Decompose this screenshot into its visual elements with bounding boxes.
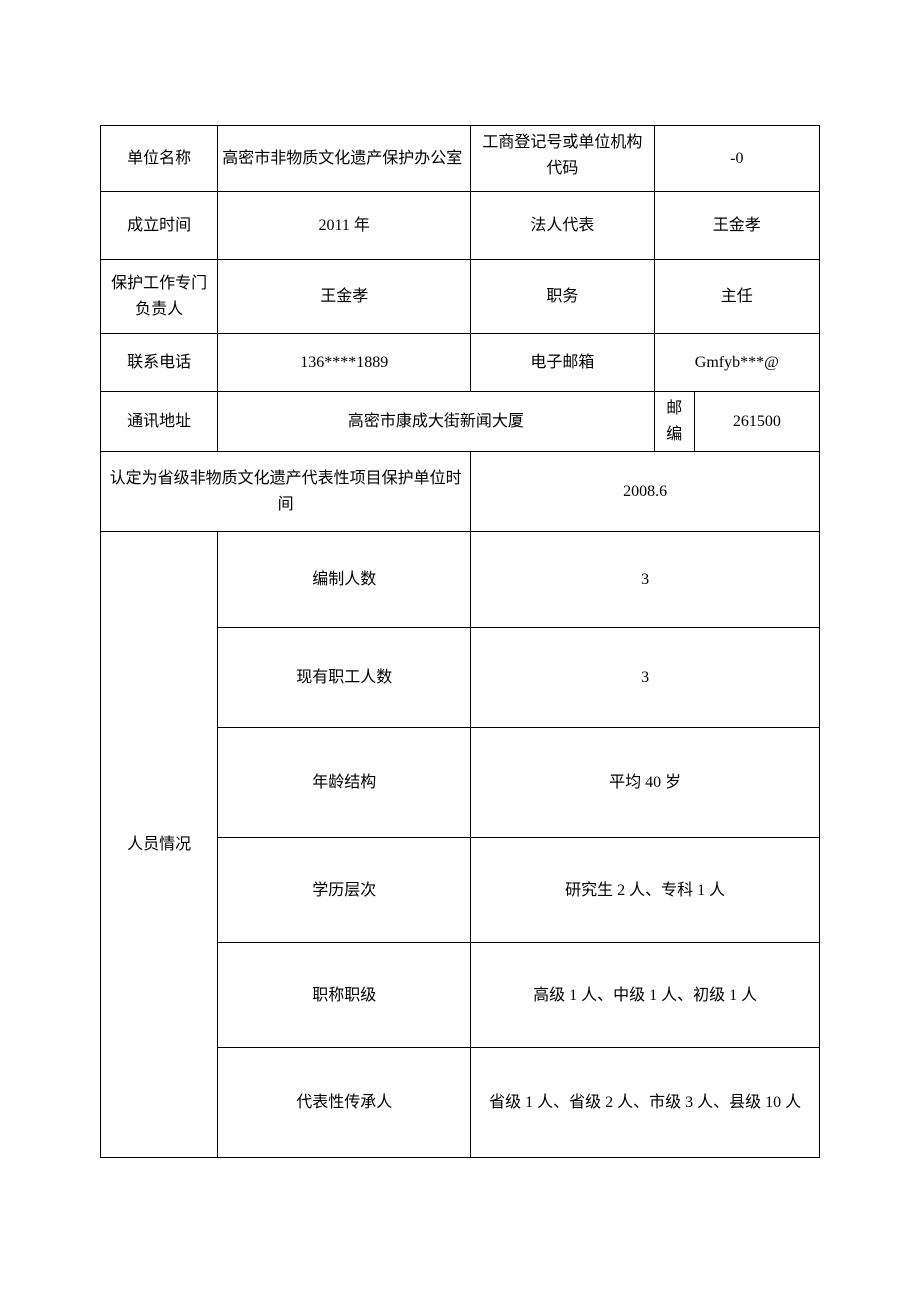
value-legal-rep: 王金孝 bbox=[654, 192, 819, 260]
label-protection-lead: 保护工作专门负责人 bbox=[101, 260, 218, 334]
label-title-level: 职称职级 bbox=[218, 943, 471, 1048]
value-current-staff: 3 bbox=[471, 628, 820, 728]
label-inheritors: 代表性传承人 bbox=[218, 1048, 471, 1158]
value-recognition-time: 2008.6 bbox=[471, 452, 820, 532]
value-staffing: 3 bbox=[471, 532, 820, 628]
value-address: 高密市康成大街新闻大厦 bbox=[218, 392, 654, 452]
value-reg-code: -0 bbox=[654, 126, 819, 192]
value-phone: 136****1889 bbox=[218, 334, 471, 392]
label-postcode: 邮编 bbox=[654, 392, 694, 452]
value-founded: 2011 年 bbox=[218, 192, 471, 260]
value-title-level: 高级 1 人、中级 1 人、初级 1 人 bbox=[471, 943, 820, 1048]
table-row: 成立时间 2011 年 法人代表 王金孝 bbox=[101, 192, 820, 260]
value-unit-name: 高密市非物质文化遗产保护办公室 bbox=[218, 126, 471, 192]
label-age-structure: 年龄结构 bbox=[218, 728, 471, 838]
label-legal-rep: 法人代表 bbox=[471, 192, 654, 260]
label-address: 通讯地址 bbox=[101, 392, 218, 452]
label-unit-name: 单位名称 bbox=[101, 126, 218, 192]
table-row: 人员情况 编制人数 3 bbox=[101, 532, 820, 628]
table-row: 联系电话 136****1889 电子邮箱 Gmfyb***@ bbox=[101, 334, 820, 392]
label-email: 电子邮箱 bbox=[471, 334, 654, 392]
value-postcode: 261500 bbox=[694, 392, 819, 452]
label-reg-code: 工商登记号或单位机构代码 bbox=[471, 126, 654, 192]
value-inheritors: 省级 1 人、省级 2 人、市级 3 人、县级 10 人 bbox=[471, 1048, 820, 1158]
value-email: Gmfyb***@ bbox=[654, 334, 819, 392]
label-personnel: 人员情况 bbox=[101, 532, 218, 1158]
value-position: 主任 bbox=[654, 260, 819, 334]
label-recognition-time: 认定为省级非物质文化遗产代表性项目保护单位时间 bbox=[101, 452, 471, 532]
label-founded: 成立时间 bbox=[101, 192, 218, 260]
value-protection-lead: 王金孝 bbox=[218, 260, 471, 334]
label-phone: 联系电话 bbox=[101, 334, 218, 392]
label-education: 学历层次 bbox=[218, 838, 471, 943]
label-staffing: 编制人数 bbox=[218, 532, 471, 628]
value-age-structure: 平均 40 岁 bbox=[471, 728, 820, 838]
table-row: 单位名称 高密市非物质文化遗产保护办公室 工商登记号或单位机构代码 -0 bbox=[101, 126, 820, 192]
value-education: 研究生 2 人、专科 1 人 bbox=[471, 838, 820, 943]
table-row: 通讯地址 高密市康成大街新闻大厦 邮编 261500 bbox=[101, 392, 820, 452]
table-row: 认定为省级非物质文化遗产代表性项目保护单位时间 2008.6 bbox=[101, 452, 820, 532]
table-row: 保护工作专门负责人 王金孝 职务 主任 bbox=[101, 260, 820, 334]
org-info-table: 单位名称 高密市非物质文化遗产保护办公室 工商登记号或单位机构代码 -0 成立时… bbox=[100, 125, 820, 1158]
label-current-staff: 现有职工人数 bbox=[218, 628, 471, 728]
label-position: 职务 bbox=[471, 260, 654, 334]
